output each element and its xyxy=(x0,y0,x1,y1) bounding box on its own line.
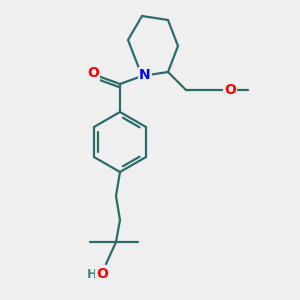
Text: O: O xyxy=(87,66,99,80)
Text: O: O xyxy=(96,267,108,281)
Text: N: N xyxy=(139,68,151,82)
Text: H: H xyxy=(87,268,97,281)
Text: O: O xyxy=(224,83,236,97)
